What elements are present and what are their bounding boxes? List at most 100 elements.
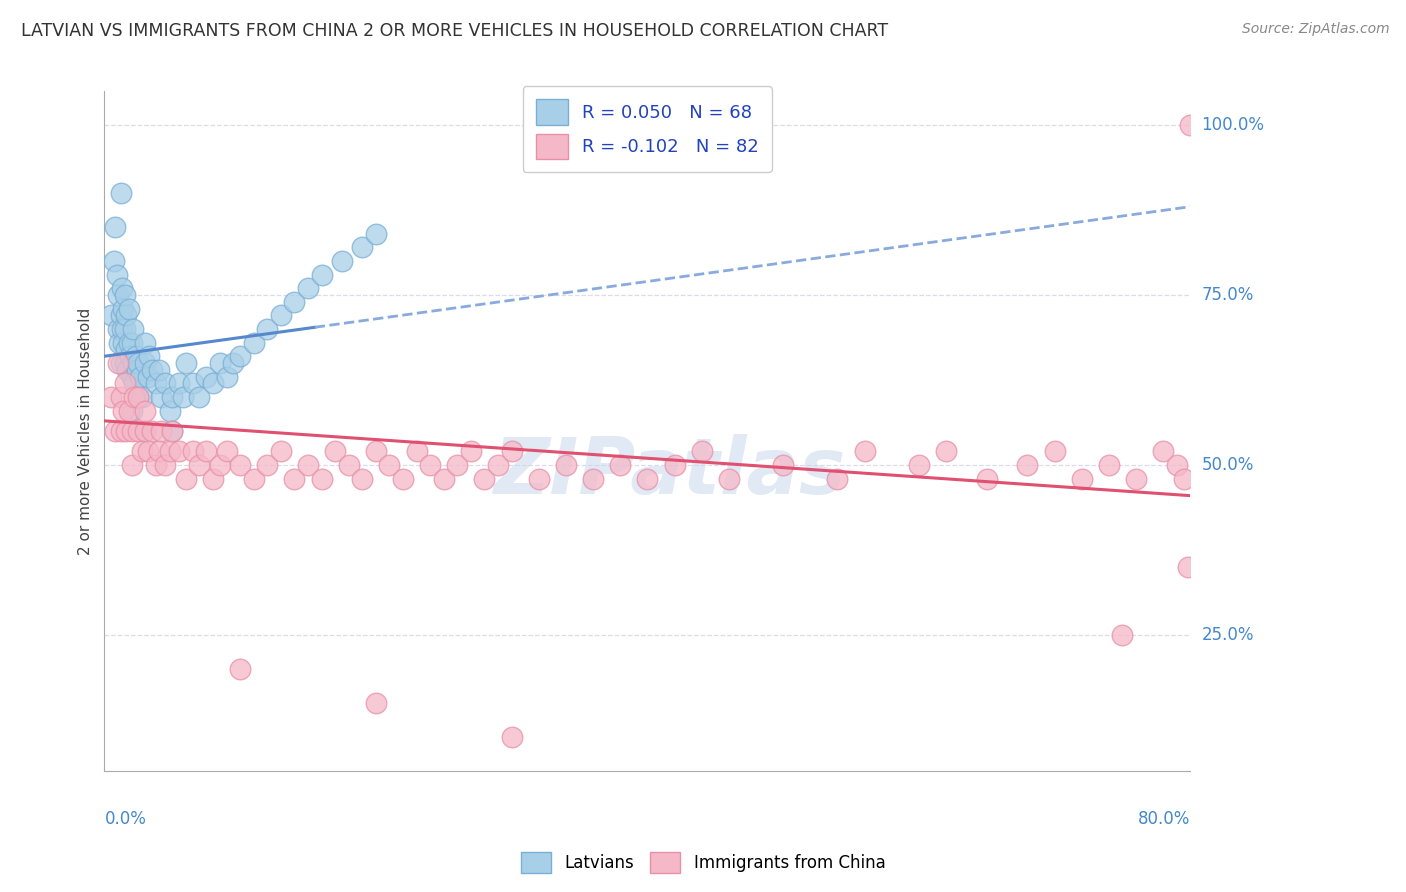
Point [229,458,252,472]
Text: 25.0%: 25.0% [1202,626,1254,644]
Point [136,369,159,384]
Text: ZIPatlas: ZIPatlas [494,434,845,510]
Point [118,403,141,417]
Point [201,376,224,391]
Point [419,458,441,472]
Point [114,356,136,370]
Point [134,424,156,438]
Point [145,376,167,391]
Point [717,472,740,486]
Point [127,356,149,370]
Point [117,363,139,377]
Point [162,424,184,438]
Point [172,390,194,404]
Point [114,376,136,391]
Text: 100.0%: 100.0% [1202,116,1264,134]
Point [609,458,631,472]
Text: LATVIAN VS IMMIGRANTS FROM CHINA 2 OR MORE VEHICLES IN HOUSEHOLD CORRELATION CHA: LATVIAN VS IMMIGRANTS FROM CHINA 2 OR MO… [21,22,889,40]
Point [311,472,333,486]
Point [162,424,184,438]
Point [935,444,957,458]
Point [105,268,128,282]
Point [124,349,146,363]
Point [121,458,143,472]
Point [111,281,134,295]
Point [853,444,876,458]
Point [141,424,163,438]
Point [148,444,170,458]
Point [1111,628,1133,642]
Point [446,458,468,472]
Point [1166,458,1188,472]
Point [112,335,135,350]
Point [1098,458,1121,472]
Point [162,390,184,404]
Point [115,343,138,357]
Point [270,444,292,458]
Y-axis label: 2 or more Vehicles in Household: 2 or more Vehicles in Household [79,308,93,555]
Point [150,424,173,438]
Point [1017,458,1039,472]
Point [128,369,150,384]
Point [121,369,143,384]
Point [908,458,931,472]
Point [145,458,167,472]
Point [134,335,156,350]
Point [188,458,211,472]
Point [582,472,605,486]
Point [181,444,204,458]
Point [330,254,353,268]
Text: 0.0%: 0.0% [104,810,146,828]
Point [118,301,141,316]
Point [112,403,135,417]
Point [501,444,523,458]
Point [827,472,849,486]
Point [256,458,278,472]
Point [155,458,177,472]
Point [107,322,129,336]
Point [120,349,142,363]
Point [297,458,319,472]
Point [134,356,156,370]
Point [122,322,145,336]
Point [134,424,156,438]
Point [976,472,998,486]
Point [527,472,550,486]
Point [690,444,713,458]
Point [555,458,578,472]
Point [167,444,190,458]
Point [107,288,129,302]
Point [121,335,143,350]
Point [108,335,131,350]
Point [110,186,132,200]
Point [167,376,190,391]
Point [138,349,160,363]
Point [352,240,374,254]
Point [772,458,794,472]
Point [1125,472,1147,486]
Point [104,424,127,438]
Point [134,403,156,417]
Point [136,444,159,458]
Point [405,444,427,458]
Point [127,390,149,404]
Point [636,472,658,486]
Point [195,369,218,384]
Point [188,390,211,404]
Point [127,390,149,404]
Point [364,227,387,241]
Point [127,424,149,438]
Point [222,356,245,370]
Point [501,730,523,744]
Point [103,254,125,268]
Point [229,349,252,363]
Point [256,322,278,336]
Point [1173,472,1195,486]
Point [107,356,129,370]
Point [297,281,319,295]
Point [352,472,374,486]
Text: 50.0%: 50.0% [1202,456,1254,474]
Point [104,220,127,235]
Legend: R = 0.050   N = 68, R = -0.102   N = 82: R = 0.050 N = 68, R = -0.102 N = 82 [523,87,772,172]
Point [122,376,145,391]
